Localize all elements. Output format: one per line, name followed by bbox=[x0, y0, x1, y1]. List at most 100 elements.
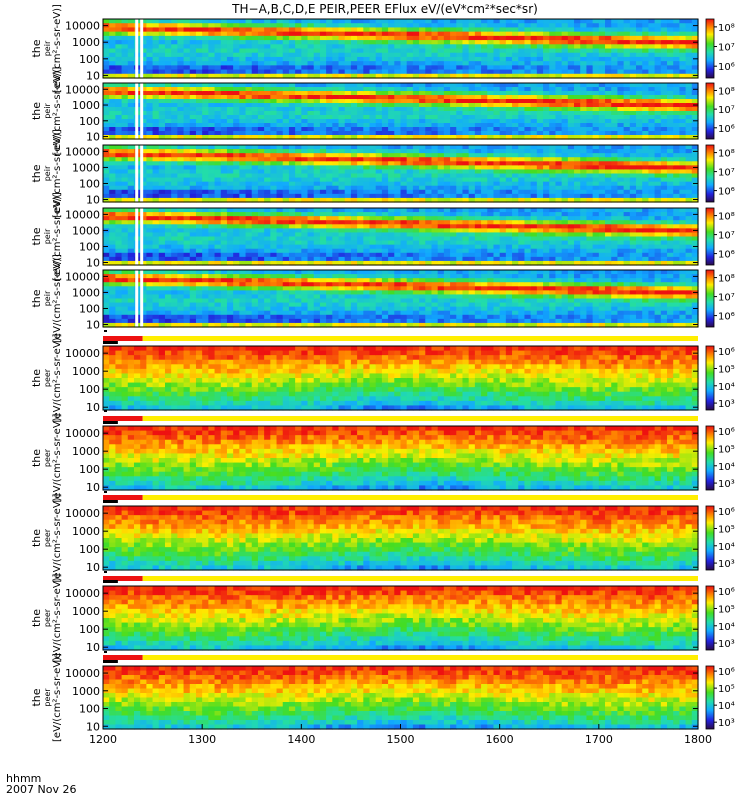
spectrogram-cell bbox=[598, 169, 606, 175]
spectrogram-cell bbox=[406, 135, 414, 140]
spectrogram-cell bbox=[586, 31, 594, 37]
spectrogram-cell bbox=[375, 240, 383, 246]
spectrogram-cell bbox=[592, 131, 600, 136]
spectrogram-cell bbox=[220, 95, 228, 100]
spectrogram-cell bbox=[245, 23, 253, 29]
spectrogram-cell bbox=[363, 208, 371, 213]
spectrogram-cell bbox=[245, 52, 253, 58]
spectrogram-cell bbox=[332, 35, 340, 41]
spectrogram-cell bbox=[592, 111, 600, 116]
spectrogram-cell bbox=[481, 169, 488, 175]
spectrogram-cell bbox=[425, 48, 433, 54]
spectrogram-cell bbox=[642, 185, 650, 191]
spectrogram-cell bbox=[140, 248, 147, 254]
spectrogram-cell bbox=[350, 56, 358, 62]
spectrogram-cell bbox=[437, 127, 445, 132]
spectrogram-cell bbox=[295, 61, 302, 66]
spectrogram-cell bbox=[295, 23, 302, 29]
spectrogram-cell bbox=[406, 48, 414, 54]
spectrogram-cell bbox=[369, 52, 377, 58]
spectrogram-cell bbox=[673, 107, 681, 112]
spectrogram-cell bbox=[115, 236, 123, 242]
spectrogram-cell bbox=[103, 177, 110, 183]
spectrogram-cell bbox=[487, 232, 495, 238]
spectrogram-cell bbox=[623, 165, 631, 171]
spectrogram-cell bbox=[202, 65, 209, 71]
spectrogram-cell bbox=[220, 173, 228, 179]
spectrogram-cell bbox=[208, 91, 216, 96]
spectrogram-cell bbox=[462, 23, 470, 29]
spectrogram-cell bbox=[561, 23, 569, 29]
spectrogram-cell bbox=[381, 236, 389, 242]
spectrogram-cell bbox=[239, 244, 247, 250]
spectrogram-cell bbox=[313, 111, 321, 116]
spectrogram-cell bbox=[518, 83, 526, 88]
spectrogram-cell bbox=[226, 31, 234, 37]
spectrogram-cell bbox=[512, 19, 519, 24]
spectrogram-cell bbox=[301, 115, 309, 120]
spectrogram-cell bbox=[146, 115, 154, 120]
spectrogram-cell bbox=[313, 123, 321, 128]
spectrogram-cell bbox=[598, 157, 606, 162]
spectrogram-cell bbox=[543, 95, 550, 100]
spectrogram-cell bbox=[685, 157, 693, 162]
spectrogram-cell bbox=[158, 153, 166, 158]
spectrogram-cell bbox=[344, 65, 352, 71]
spectrogram-cell bbox=[375, 69, 383, 75]
spectrogram-cell bbox=[164, 228, 172, 234]
spectrogram-cell bbox=[226, 52, 234, 58]
spectrogram-cell bbox=[412, 65, 420, 71]
spectrogram-cell bbox=[282, 73, 290, 79]
spectrogram-cell bbox=[431, 127, 439, 132]
spectrogram-cell bbox=[202, 127, 209, 132]
spectrogram-cell bbox=[406, 165, 414, 171]
spectrogram-cell bbox=[375, 212, 383, 217]
spectrogram-cell bbox=[419, 256, 426, 262]
spectrogram-cell bbox=[474, 73, 482, 79]
spectrogram-cell bbox=[462, 252, 470, 258]
spectrogram-cell bbox=[431, 252, 439, 258]
spectrogram-cell bbox=[326, 91, 333, 96]
spectrogram-cell bbox=[140, 232, 147, 238]
spectrogram-cell bbox=[468, 119, 476, 124]
spectrogram-cell bbox=[257, 193, 265, 199]
spectrogram-cell bbox=[406, 149, 414, 154]
spectrogram-cell bbox=[177, 56, 185, 62]
spectrogram-cell bbox=[431, 119, 439, 124]
spectrogram-cell bbox=[319, 131, 327, 136]
spectrogram-cell bbox=[208, 228, 216, 234]
spectrogram-cell bbox=[220, 189, 228, 195]
spectrogram-cell bbox=[450, 169, 457, 175]
spectrogram-cell bbox=[288, 228, 296, 234]
spectrogram-cell bbox=[623, 107, 631, 112]
spectrogram-cell bbox=[574, 135, 581, 140]
spectrogram-cell bbox=[363, 248, 371, 254]
spectrogram-cell bbox=[493, 131, 501, 136]
spectrogram-cell bbox=[313, 145, 321, 150]
spectrogram-cell bbox=[412, 91, 420, 96]
spectrogram-cell bbox=[598, 111, 606, 116]
spectrogram-cell bbox=[363, 103, 371, 108]
spectrogram-cell bbox=[642, 161, 650, 166]
spectrogram-cell bbox=[350, 256, 358, 262]
spectrogram-cell bbox=[202, 40, 209, 45]
spectrogram-cell bbox=[233, 165, 240, 171]
spectrogram-cell bbox=[103, 99, 110, 104]
spectrogram-cell bbox=[636, 119, 643, 124]
spectrogram-cell bbox=[394, 103, 402, 108]
spectrogram-cell bbox=[295, 95, 302, 100]
spectrogram-cell bbox=[313, 220, 321, 225]
spectrogram-cell bbox=[605, 107, 612, 112]
spectrogram-cell bbox=[623, 103, 631, 108]
spectrogram-cell bbox=[425, 99, 433, 104]
spectrogram-cell bbox=[195, 123, 203, 128]
spectrogram-cell bbox=[611, 27, 619, 33]
spectrogram-cell bbox=[648, 169, 656, 175]
spectrogram-cell bbox=[617, 123, 625, 128]
spectrogram-cell bbox=[245, 197, 253, 203]
spectrogram-cell bbox=[629, 31, 637, 37]
spectrogram-cell bbox=[530, 185, 538, 191]
spectrogram-cell bbox=[276, 173, 284, 179]
spectrogram-cell bbox=[171, 145, 178, 150]
